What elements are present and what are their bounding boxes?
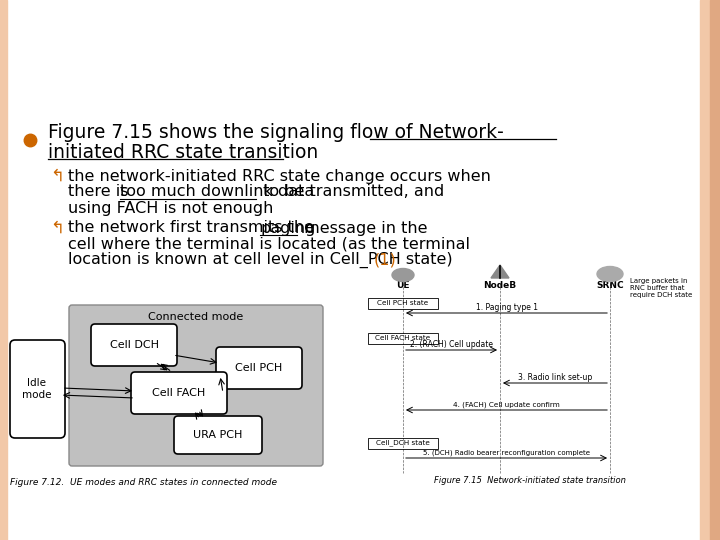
Text: 2. (RACH) Cell update: 2. (RACH) Cell update — [410, 340, 493, 349]
Text: initiated RRC state transition: initiated RRC state transition — [48, 143, 318, 161]
FancyBboxPatch shape — [174, 416, 262, 454]
FancyBboxPatch shape — [368, 333, 438, 343]
Text: Cell FACH state: Cell FACH state — [375, 335, 431, 341]
Text: location is known at cell level in Cell_PCH state): location is known at cell level in Cell_… — [68, 252, 458, 268]
FancyBboxPatch shape — [216, 347, 302, 389]
Text: 3. Radio link set-up: 3. Radio link set-up — [518, 373, 592, 382]
Bar — [710, 0, 720, 540]
Text: message in the: message in the — [300, 220, 428, 235]
Text: ↰: ↰ — [50, 167, 64, 185]
Text: Cell FACH: Cell FACH — [153, 388, 206, 398]
FancyBboxPatch shape — [368, 298, 438, 308]
FancyBboxPatch shape — [91, 324, 177, 366]
Text: using FACH is not enough: using FACH is not enough — [68, 200, 274, 215]
Text: ↰: ↰ — [50, 219, 64, 237]
Text: Connected mode: Connected mode — [148, 312, 243, 322]
Text: 1. Paging type 1: 1. Paging type 1 — [475, 303, 538, 312]
Text: Figure 7.12.  UE modes and RRC states in connected mode: Figure 7.12. UE modes and RRC states in … — [10, 478, 277, 487]
FancyBboxPatch shape — [131, 372, 227, 414]
Bar — [0, 0, 7, 540]
Polygon shape — [491, 265, 509, 278]
Text: UE: UE — [396, 281, 410, 290]
Text: cell where the terminal is located (as the terminal: cell where the terminal is located (as t… — [68, 237, 470, 252]
Ellipse shape — [392, 268, 414, 281]
Text: Cell PCH state: Cell PCH state — [377, 300, 428, 306]
Text: (1): (1) — [374, 253, 397, 267]
Text: Cell PCH: Cell PCH — [235, 363, 283, 373]
FancyBboxPatch shape — [69, 305, 323, 466]
Text: Figure 7.15  Network-initiated state transition: Figure 7.15 Network-initiated state tran… — [434, 476, 626, 485]
Text: the network-initiated RRC state change occurs when: the network-initiated RRC state change o… — [68, 168, 491, 184]
Text: NodeB: NodeB — [483, 281, 516, 290]
Text: there is: there is — [68, 185, 134, 199]
Text: Cell DCH: Cell DCH — [109, 340, 158, 350]
Text: Cell_DCH state: Cell_DCH state — [376, 440, 430, 447]
Text: too much downlink data: too much downlink data — [120, 185, 314, 199]
Bar — [700, 0, 710, 540]
Text: Idle
mode: Idle mode — [22, 378, 52, 400]
Text: Large packets in
RNC buffer that
require DCH state: Large packets in RNC buffer that require… — [630, 278, 692, 298]
Text: 4. (FACH) Cell update confirm: 4. (FACH) Cell update confirm — [453, 402, 560, 408]
Text: 5. (DCH) Radio bearer reconfiguration complete: 5. (DCH) Radio bearer reconfiguration co… — [423, 450, 590, 456]
Text: to be transmitted, and: to be transmitted, and — [258, 185, 445, 199]
FancyBboxPatch shape — [368, 437, 438, 449]
FancyBboxPatch shape — [10, 340, 65, 438]
Text: URA PCH: URA PCH — [193, 430, 243, 440]
Text: paging: paging — [260, 220, 315, 235]
Text: Figure 7.15 shows the signaling flow of Network-: Figure 7.15 shows the signaling flow of … — [48, 123, 504, 141]
Text: SRNC: SRNC — [596, 281, 624, 290]
Text: the network first transmits the: the network first transmits the — [68, 220, 319, 235]
Ellipse shape — [597, 267, 623, 281]
